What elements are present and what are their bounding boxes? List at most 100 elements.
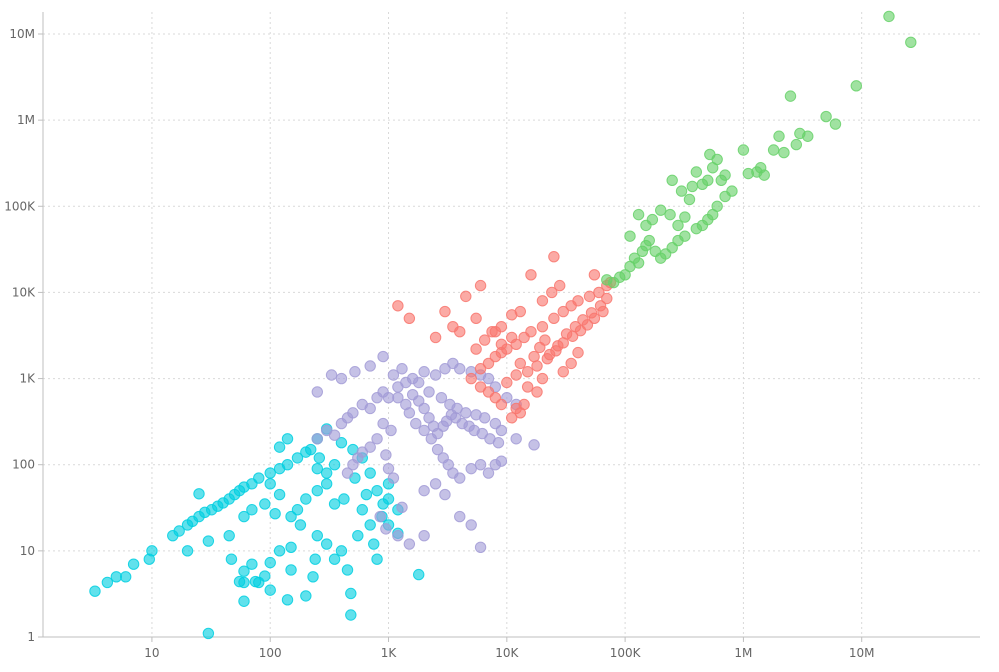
data-point xyxy=(482,372,495,385)
data-point xyxy=(223,529,235,542)
data-point xyxy=(474,363,487,375)
data-point xyxy=(528,350,540,363)
data-point xyxy=(403,538,416,550)
data-point xyxy=(238,565,250,577)
data-point xyxy=(643,234,655,247)
data-point xyxy=(447,321,459,333)
data-point xyxy=(413,568,425,581)
data-point xyxy=(569,321,582,333)
data-point xyxy=(328,429,341,441)
data-point xyxy=(309,553,321,565)
data-point xyxy=(273,488,286,501)
data-point xyxy=(403,312,416,325)
data-point xyxy=(704,148,716,161)
data-point xyxy=(439,488,451,501)
data-point xyxy=(413,376,425,389)
data-point xyxy=(347,407,359,419)
data-point xyxy=(202,535,215,547)
data-point xyxy=(726,185,738,197)
data-point xyxy=(335,437,348,449)
data-point xyxy=(521,366,534,378)
data-point xyxy=(510,433,522,445)
data-point xyxy=(294,519,307,531)
data-points xyxy=(89,10,917,640)
data-point xyxy=(281,459,294,471)
data-point xyxy=(583,290,596,303)
data-point xyxy=(300,590,312,602)
data-point xyxy=(356,504,368,516)
data-point xyxy=(328,553,341,565)
data-point xyxy=(238,595,250,607)
data-point xyxy=(619,269,631,281)
data-point xyxy=(465,519,477,531)
data-point xyxy=(418,529,430,542)
data-point xyxy=(531,386,543,398)
series-2 xyxy=(311,350,540,553)
data-point xyxy=(300,493,312,505)
data-point xyxy=(429,369,442,381)
data-point xyxy=(593,286,605,299)
data-point xyxy=(285,564,297,576)
data-point xyxy=(335,372,348,385)
data-point xyxy=(552,340,564,352)
data-point xyxy=(418,366,430,378)
data-point xyxy=(528,439,540,451)
data-point xyxy=(193,488,205,500)
data-point xyxy=(311,433,323,445)
data-point xyxy=(418,484,430,497)
data-point xyxy=(690,166,703,178)
data-point xyxy=(431,443,444,456)
data-point xyxy=(482,467,495,479)
data-point xyxy=(465,462,477,475)
data-point xyxy=(371,433,383,445)
data-point xyxy=(454,510,466,523)
data-point xyxy=(418,424,430,437)
data-point xyxy=(702,174,714,187)
data-point xyxy=(341,467,354,479)
data-point xyxy=(382,462,395,475)
data-point xyxy=(672,219,684,232)
data-point xyxy=(554,279,566,292)
data-point xyxy=(514,305,526,318)
x-tick-label: 1K xyxy=(381,646,398,660)
data-point xyxy=(577,314,589,326)
data-point xyxy=(320,478,333,490)
data-point xyxy=(646,213,659,226)
data-point xyxy=(470,312,482,325)
x-tick-label: 10K xyxy=(495,646,519,660)
data-point xyxy=(679,211,691,223)
data-point xyxy=(273,545,286,557)
data-point xyxy=(418,402,430,415)
data-point xyxy=(281,594,294,606)
data-point xyxy=(347,459,359,471)
data-point xyxy=(557,305,569,318)
data-point xyxy=(495,455,508,467)
data-point xyxy=(410,417,422,430)
data-point xyxy=(396,363,408,375)
data-point xyxy=(377,350,389,363)
data-point xyxy=(374,510,386,523)
data-point xyxy=(238,510,250,523)
data-point xyxy=(536,295,549,307)
data-point xyxy=(371,553,383,565)
data-point xyxy=(423,386,435,398)
data-point xyxy=(392,300,404,312)
data-point xyxy=(521,381,534,393)
data-point xyxy=(392,529,404,542)
data-point xyxy=(565,357,577,370)
data-point xyxy=(594,300,607,312)
data-point xyxy=(387,472,400,484)
data-point xyxy=(311,484,323,497)
data-point xyxy=(273,441,286,453)
data-point xyxy=(758,169,770,181)
data-point xyxy=(474,459,487,471)
data-point xyxy=(585,307,598,319)
x-tick-labels: 10 100 1K 10K 100K 1M 10M xyxy=(144,646,874,660)
data-point xyxy=(380,449,392,461)
data-point xyxy=(489,325,502,338)
data-point xyxy=(341,564,354,576)
data-point xyxy=(572,346,584,359)
data-point xyxy=(664,208,676,221)
data-point xyxy=(146,545,158,557)
data-point xyxy=(543,348,556,361)
